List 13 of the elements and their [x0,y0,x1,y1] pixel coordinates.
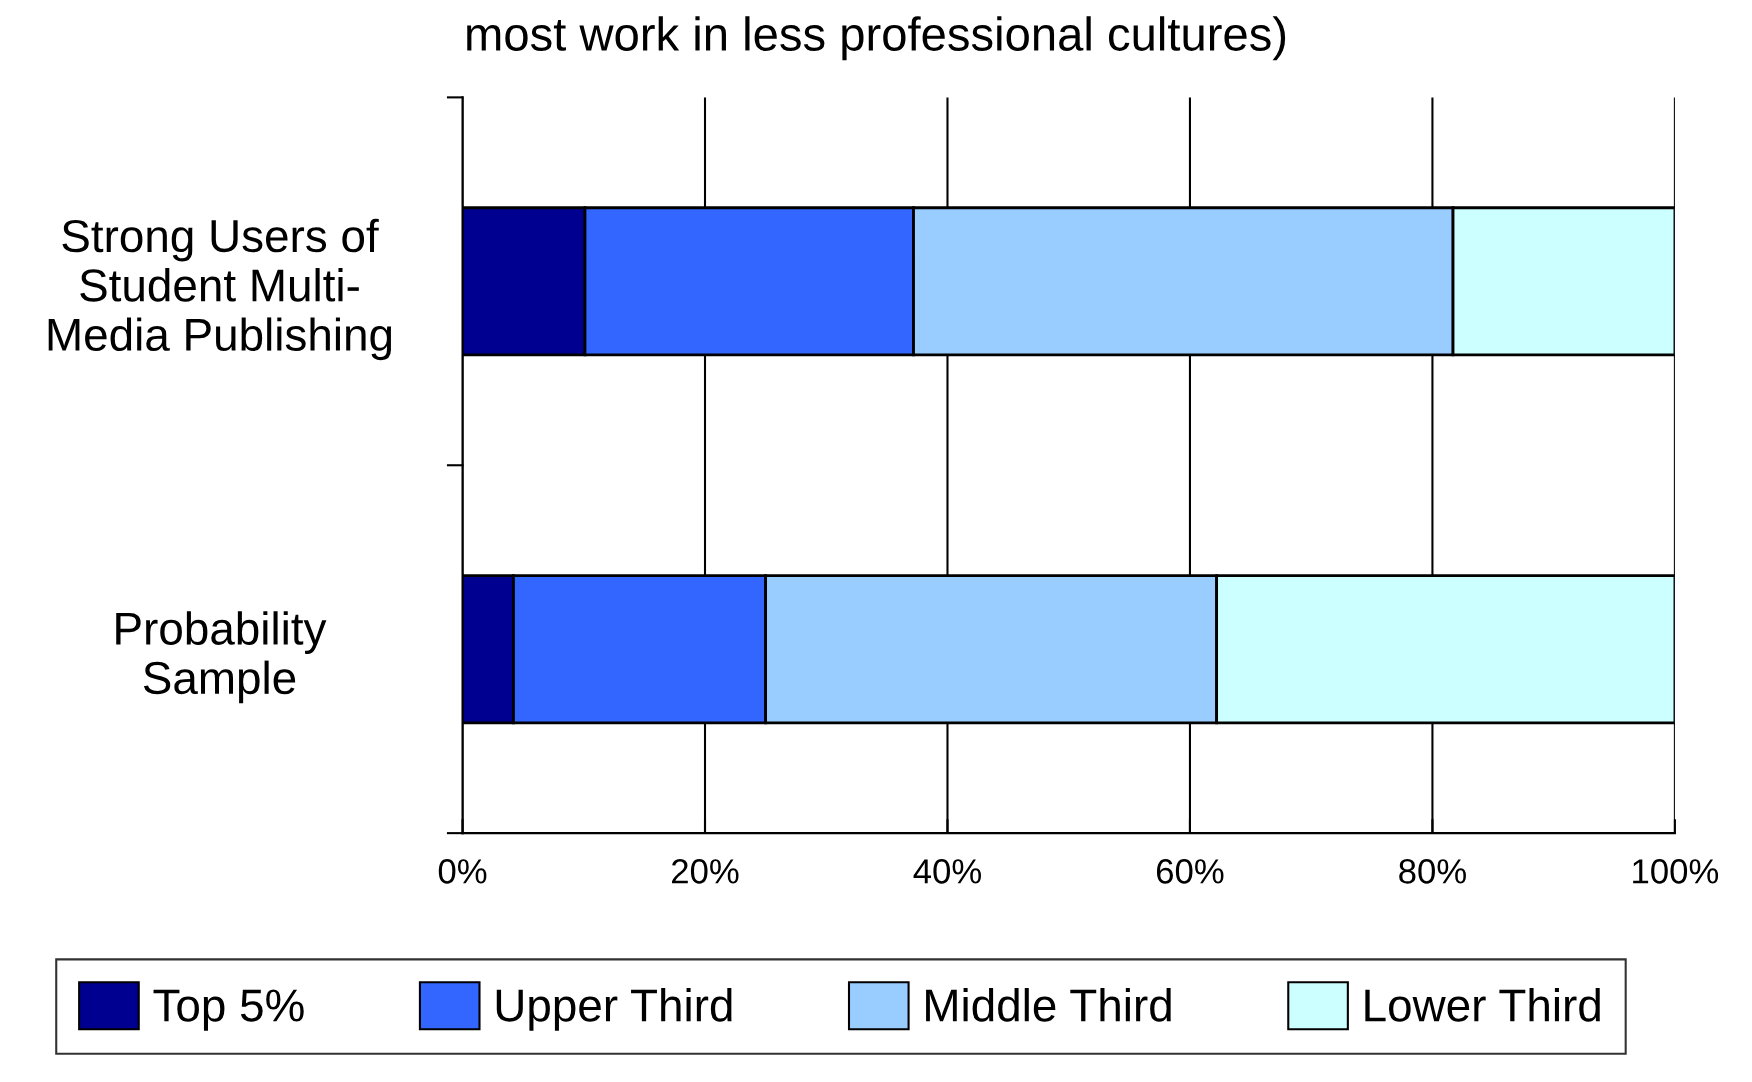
x-tick-label: 100% [1633,859,1719,884]
legend-label: Top 5% [153,989,304,1031]
chart-title: most work in less professional cultures) [467,16,1286,61]
y-tick-label: Probability Sample [116,611,327,704]
x-tick-label: 80% [1399,859,1466,884]
legend-label: Middle Third [926,988,1171,1022]
x-tick-label: 20% [672,859,739,884]
x-tick-label: 0% [438,859,487,884]
legend-label: Lower Third [1365,988,1600,1022]
y-tick-label: Strong Users of Student Multi- Media Publishing [48,218,392,361]
legend-label: Upper Third [496,988,732,1031]
x-tick-label: 60% [1156,859,1224,884]
x-tick-label: 40% [913,859,981,884]
